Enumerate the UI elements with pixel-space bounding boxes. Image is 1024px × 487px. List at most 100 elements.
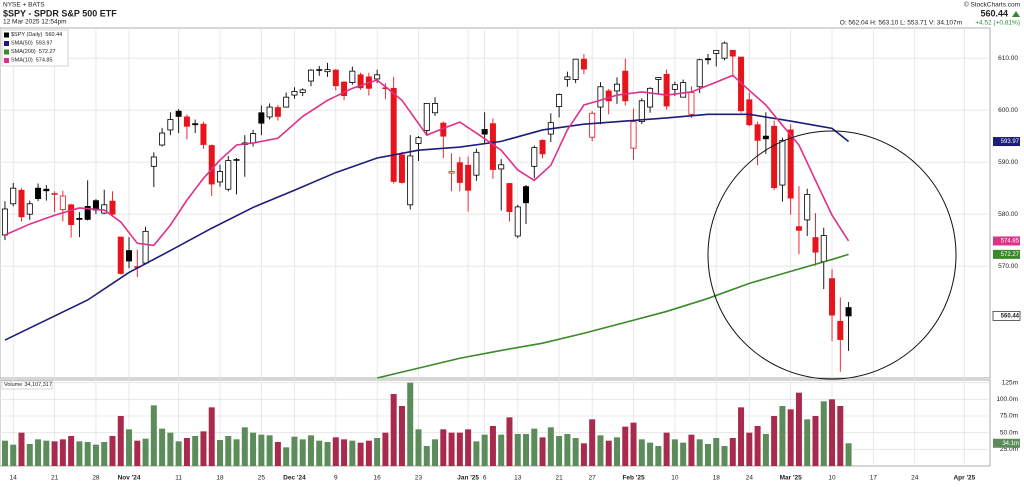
volume-bar — [332, 437, 339, 466]
volume-bar — [456, 432, 463, 466]
legend-swatch — [4, 32, 9, 38]
x-tick-label: 21 — [51, 475, 59, 482]
x-tick-label: Mar '25 — [780, 475, 803, 482]
volume-bar — [465, 429, 472, 466]
volume-bar — [531, 428, 538, 466]
legend-label: SMA(50) 593.97 — [11, 41, 53, 47]
legend-name: SMA(10) — [11, 58, 33, 64]
candle-body — [200, 123, 207, 145]
volume-bar — [787, 409, 794, 466]
volume-bar — [729, 438, 736, 466]
candle-body — [829, 278, 836, 316]
volume-bar — [779, 406, 786, 466]
candle-body — [216, 171, 223, 183]
volume-bar — [432, 439, 439, 466]
legend-name: $SPY (Daily) — [11, 32, 43, 38]
x-tick-label: 9 — [334, 475, 338, 482]
volume-bar — [407, 382, 414, 466]
volume-bar — [258, 434, 265, 466]
volume-bar — [109, 436, 116, 466]
volume-bar — [266, 435, 273, 466]
candle-body — [721, 42, 728, 59]
volume-bar — [630, 422, 637, 466]
candle-body — [597, 86, 604, 108]
y-tick-label: 570.00 — [998, 263, 1018, 270]
candle-body — [448, 171, 455, 174]
axis-tag — [993, 438, 1020, 448]
axis-tag — [992, 311, 1021, 321]
volume-bar — [233, 439, 240, 466]
axis-tag — [993, 236, 1020, 246]
candle-body — [183, 116, 190, 127]
candle-body — [126, 250, 133, 262]
legend-value: 593.97 — [36, 41, 53, 47]
candle-body — [655, 77, 662, 80]
legend-box — [1, 29, 69, 67]
volume-bar — [804, 419, 811, 466]
volume-bar — [597, 435, 604, 466]
volume-bar — [390, 394, 397, 466]
volume-bar — [622, 426, 629, 466]
legend-value: 560.44 — [45, 32, 62, 38]
volume-bar — [564, 434, 571, 466]
legend-swatch — [4, 58, 9, 63]
candle-body — [613, 83, 620, 92]
candle-body — [26, 203, 33, 215]
candle-body — [688, 92, 695, 115]
legend-label: $SPY (Daily) 560.44 — [11, 32, 62, 38]
volume-bar — [324, 442, 331, 466]
volume-bar — [365, 440, 372, 466]
y-tick-label: 600.00 — [998, 107, 1018, 114]
candle-body — [523, 186, 530, 204]
volume-bar — [68, 436, 75, 466]
volume-bar — [721, 446, 728, 466]
volume-bar — [589, 419, 596, 466]
volume-bar — [498, 434, 505, 466]
credit: © StockCharts.com — [964, 1, 1020, 9]
volume-bar — [250, 432, 257, 466]
volume-bar — [523, 434, 530, 466]
candle-body — [225, 160, 232, 190]
legend-swatch — [4, 49, 9, 55]
candle-body — [580, 58, 587, 70]
volume-bar — [274, 442, 281, 466]
x-tick-label: 21 — [555, 475, 563, 482]
volume-bar — [374, 438, 381, 466]
x-tick-label: 27 — [589, 475, 597, 482]
y-tick-label: 590.00 — [998, 159, 1018, 166]
x-tick-label: Dec '24 — [283, 475, 306, 482]
candle-body — [680, 82, 687, 98]
candle-body — [357, 74, 364, 89]
volume-bar — [341, 439, 348, 466]
y-tick-label: 100.0m — [996, 396, 1018, 403]
y-tick-label: 25.0m — [1000, 446, 1018, 453]
candle-body — [804, 194, 811, 221]
candle-body — [456, 162, 463, 183]
candle-body — [117, 236, 124, 274]
x-tick-label: 11 — [175, 475, 182, 482]
candle-body — [18, 189, 25, 218]
volume-bar — [440, 429, 447, 466]
volume-bar — [680, 442, 687, 466]
volume-bar — [26, 444, 33, 466]
volume-bar — [655, 446, 662, 466]
candle-body — [605, 90, 612, 102]
candle-body — [390, 87, 397, 182]
volume-bar — [291, 436, 298, 466]
legend-box — [1, 380, 53, 390]
x-tick-label: 13 — [514, 475, 522, 482]
volume-legend: Volume 34,107,317 — [4, 382, 52, 388]
candle-body — [795, 226, 802, 231]
volume-bar — [225, 436, 232, 466]
volume-bar — [688, 434, 695, 466]
legend-label: SMA(10) 574.85 — [11, 58, 53, 64]
x-tick-label: 6 — [483, 475, 487, 482]
candle-body — [299, 89, 306, 93]
x-tick-label: 17 — [870, 475, 878, 482]
volume-bar — [241, 427, 248, 466]
candle-body — [779, 139, 786, 186]
volume-bar — [837, 406, 844, 466]
candle-body — [10, 187, 17, 205]
volume-bar — [746, 432, 753, 466]
volume-bar — [217, 440, 223, 466]
